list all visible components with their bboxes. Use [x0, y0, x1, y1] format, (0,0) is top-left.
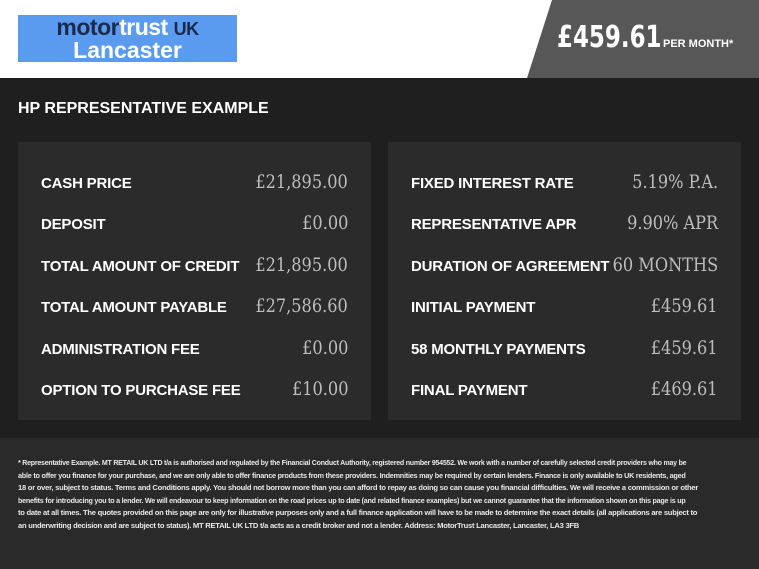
row-value: £21,895.00	[255, 254, 348, 276]
row-value: 5.19% P.A.	[632, 171, 718, 193]
finance-panel-left: CASH PRICE £21,895.00 DEPOSIT £0.00 TOTAL …	[18, 142, 371, 420]
row-value: 60 MONTHS	[612, 254, 718, 276]
logo-trust: trust	[119, 14, 168, 40]
row-value: £21,895.00	[255, 171, 348, 193]
row-label: FINAL PAYMENT	[411, 382, 528, 399]
finance-row: REPRESENTATIVE APR 9.90% APR	[411, 212, 718, 236]
finance-row: TOTAL AMOUNT OF CREDIT £21,895.00	[41, 254, 348, 278]
disclaimer-line: benefits for introducing you to a lender…	[18, 495, 686, 505]
row-value: £469.61	[651, 378, 718, 400]
finance-row: FIXED INTEREST RATE 5.19% P.A.	[411, 171, 718, 195]
monthly-price-box: £459.61 PER MONTH*	[527, 0, 759, 78]
disclaimer-line: 18 or over, subject to status. Terms and…	[18, 483, 699, 492]
row-label: 58 MONTHLY PAYMENTS	[411, 341, 586, 358]
header: motortrust UK Lancaster £459.61 PER MONT…	[0, 0, 759, 78]
disclaimer-line: * Representative Example. MT RETAIL UK L…	[18, 458, 687, 467]
row-label: REPRESENTATIVE APR	[411, 216, 577, 233]
row-label: ADMINISTRATION FEE	[41, 341, 200, 358]
row-value: £459.61	[651, 337, 718, 359]
per-month-label: PER MONTH*	[663, 38, 734, 50]
finance-row: DEPOSIT £0.00	[41, 212, 348, 236]
page-title: HP REPRESENTATIVE EXAMPLE	[18, 100, 269, 117]
disclaimer-line: an underwriting decision and are subject…	[18, 520, 580, 530]
row-label: TOTAL AMOUNT OF CREDIT	[41, 258, 240, 275]
row-value: £0.00	[301, 212, 348, 234]
row-label: FIXED INTEREST RATE	[411, 175, 574, 192]
finance-panel-right: FIXED INTEREST RATE 5.19% P.A. REPRESENTA…	[388, 142, 741, 420]
finance-row: DURATION OF AGREEMENT 60 MONTHS	[411, 254, 718, 278]
row-value: £0.00	[301, 337, 348, 359]
disclaimer-line: able to offer you finance for your purch…	[18, 470, 686, 480]
finance-row: ADMINISTRATION FEE £0.00	[41, 337, 348, 361]
finance-row: CASH PRICE £21,895.00	[41, 171, 348, 195]
row-value: £10.00	[291, 378, 348, 400]
row-value: £27,586.60	[255, 295, 348, 317]
row-label: OPTION TO PURCHASE FEE	[41, 382, 241, 399]
row-value: 9.90% APR	[626, 212, 718, 234]
logo-uk: UK	[173, 19, 200, 39]
finance-row: TOTAL AMOUNT PAYABLE £27,586.60	[41, 295, 348, 319]
row-label: DURATION OF AGREEMENT	[411, 258, 610, 275]
finance-row: 58 MONTHLY PAYMENTS £459.61	[411, 337, 718, 361]
row-label: DEPOSIT	[41, 216, 106, 233]
disclaimer-footer: * Representative Example. MT RETAIL UK L…	[0, 438, 759, 569]
logo-motor: motor	[56, 14, 120, 40]
disclaimer-line: to date at all times. The quotes provide…	[18, 508, 698, 517]
motortrust-logo[interactable]: motortrust UK Lancaster	[18, 15, 237, 62]
finance-row: OPTION TO PURCHASE FEE £10.00	[41, 378, 348, 402]
finance-row: INITIAL PAYMENT £459.61	[411, 295, 718, 319]
row-value: £459.61	[651, 295, 718, 317]
monthly-price: £459.61	[557, 20, 662, 55]
row-label: CASH PRICE	[41, 175, 132, 192]
finance-row: FINAL PAYMENT £469.61	[411, 378, 718, 402]
row-label: INITIAL PAYMENT	[411, 299, 536, 316]
logo-location: Lancaster	[73, 37, 182, 63]
disclaimer-text: * Representative Example. MT RETAIL UK L…	[18, 457, 698, 532]
row-label: TOTAL AMOUNT PAYABLE	[41, 299, 227, 316]
